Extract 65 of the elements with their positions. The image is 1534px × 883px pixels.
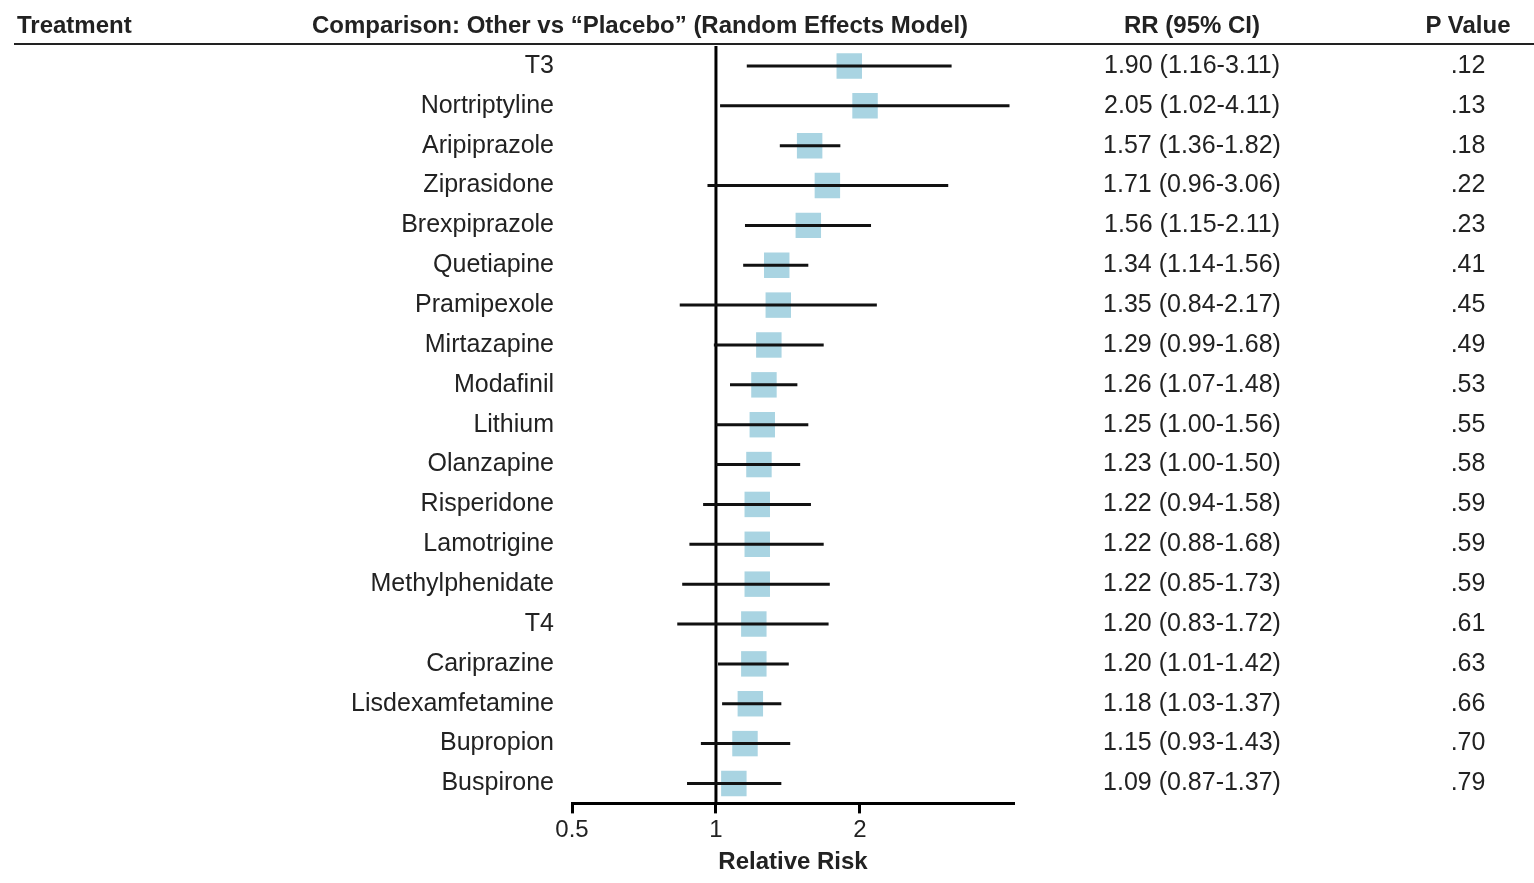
data-label: 1.18 (1.03-1.37)	[1103, 687, 1281, 716]
y-tick-label: Lamotrigine	[423, 528, 554, 557]
y-tick-label: Cariprazine	[426, 647, 554, 676]
x-axis-title: Relative Risk	[718, 847, 869, 875]
text: .53	[1450, 368, 1486, 397]
data-label: 1.15 (0.93-1.43)	[1103, 727, 1281, 756]
text: .79	[1450, 767, 1486, 796]
text: .12	[1450, 49, 1486, 78]
y-tick-label: Brexpiprazole	[401, 209, 554, 238]
text: .18	[1450, 129, 1486, 158]
y-tick-label: T3	[524, 49, 554, 78]
data-label: 1.20 (0.83-1.72)	[1103, 607, 1281, 636]
text: .23	[1450, 209, 1486, 238]
text: .61	[1450, 607, 1486, 636]
data-label: 1.57 (1.36-1.82)	[1103, 129, 1281, 158]
x-tick-label: 1	[709, 815, 723, 843]
text: .63	[1450, 647, 1486, 676]
text: .55	[1450, 408, 1486, 437]
text: .49	[1450, 328, 1486, 357]
y-tick-label: Olanzapine	[427, 448, 554, 477]
y-tick-label: Ziprasidone	[423, 169, 554, 198]
y-tick-label: Nortriptyline	[420, 89, 554, 118]
data-label: 1.09 (0.87-1.37)	[1103, 767, 1281, 796]
text: .59	[1450, 568, 1486, 597]
text: Treatment	[17, 10, 132, 38]
y-tick-label: Risperidone	[420, 488, 554, 517]
text: RR (95% CI)	[1123, 10, 1261, 38]
data-label: 1.23 (1.00-1.50)	[1103, 448, 1281, 477]
y-tick-label: Modafinil	[453, 368, 554, 397]
data-label: 1.35 (0.84-2.17)	[1103, 289, 1281, 317]
data-label: 1.56 (1.15-2.11)	[1103, 209, 1281, 238]
x-tick-label: 2	[853, 815, 867, 843]
data-label: 1.22 (0.85-1.73)	[1103, 568, 1281, 597]
data-label: 1.71 (0.96-3.06)	[1103, 169, 1281, 198]
y-tick-label: Methylphenidate	[370, 568, 554, 597]
y-tick-label: Mirtazapine	[424, 328, 554, 357]
y-tick-label: Aripiprazole	[421, 129, 554, 158]
text: .59	[1450, 528, 1486, 557]
y-tick-label: Buspirone	[441, 767, 554, 796]
data-label: 1.90 (1.16-3.11)	[1103, 49, 1281, 78]
y-tick-label: Pramipexole	[415, 289, 554, 317]
data-label: 1.22 (0.94-1.58)	[1103, 488, 1281, 517]
text: .41	[1450, 249, 1486, 278]
text: .22	[1450, 169, 1486, 198]
data-label: 1.25 (1.00-1.56)	[1103, 408, 1281, 437]
y-tick-label: Lisdexamfetamine	[351, 687, 554, 716]
y-tick-label: T4	[524, 607, 555, 636]
text: .70	[1450, 727, 1486, 756]
data-label: 1.29 (0.99-1.68)	[1103, 328, 1281, 357]
data-label: 1.22 (0.88-1.68)	[1103, 528, 1281, 557]
data-label: 2.05 (1.02-4.11)	[1103, 89, 1281, 118]
data-label: 1.26 (1.07-1.48)	[1103, 368, 1281, 397]
y-tick-label: Lithium	[473, 408, 554, 437]
y-tick-label: Quetiapine	[433, 249, 554, 278]
text: .59	[1450, 488, 1486, 517]
data-label: 1.34 (1.14-1.56)	[1103, 249, 1281, 278]
x-tick-label: 0.5	[555, 815, 589, 843]
text: .13	[1450, 89, 1486, 118]
text: P Value	[1425, 10, 1511, 38]
text: .66	[1450, 687, 1486, 716]
text: .58	[1450, 448, 1486, 477]
data-label: 1.20 (1.01-1.42)	[1103, 647, 1281, 676]
chart-title: Comparison: Other vs “Placebo” (Random Effects Model)	[311, 10, 969, 38]
text: .45	[1450, 289, 1486, 317]
y-tick-label: Bupropion	[440, 727, 554, 756]
